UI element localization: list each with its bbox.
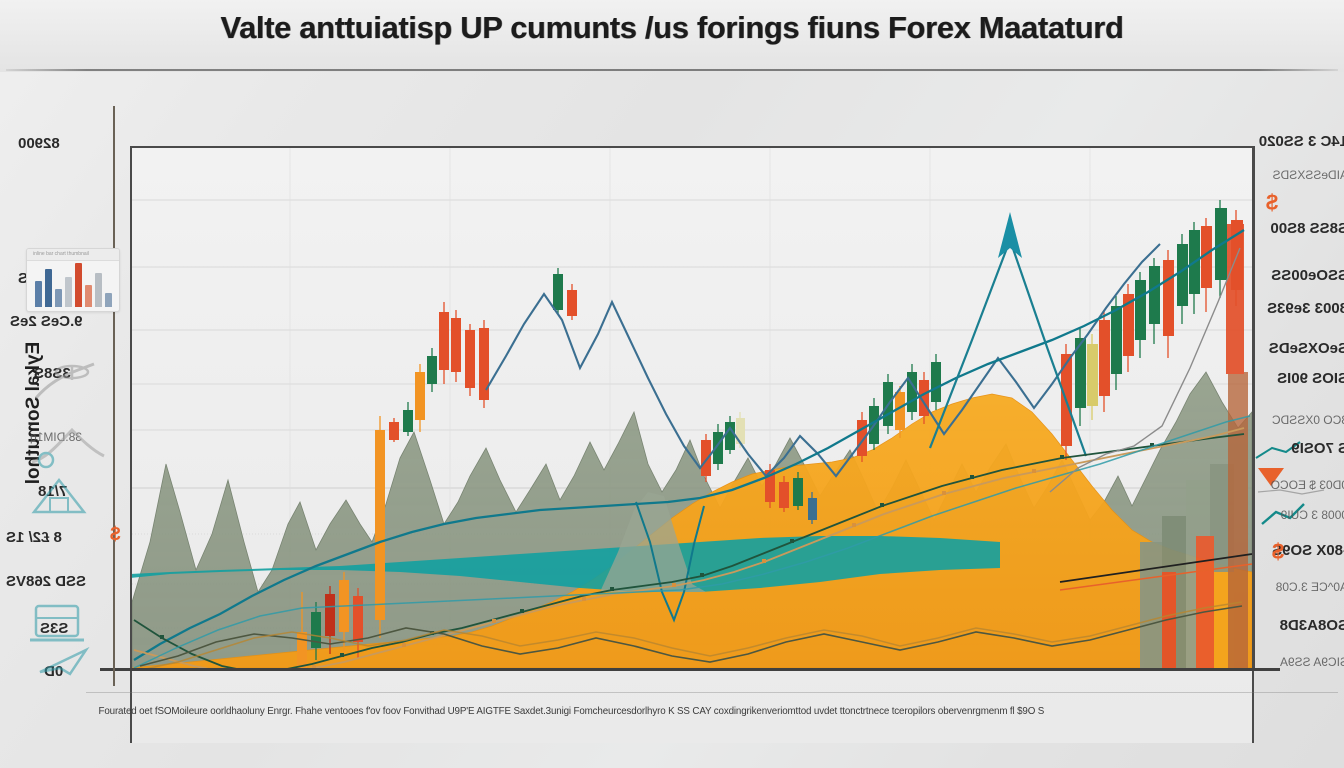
thumbnail-bar [65, 277, 72, 307]
y-tick-right-0: 14C 3 SS020 [1258, 133, 1344, 150]
y-axis-left-spine [113, 106, 115, 686]
line-gray-connector [1049, 247, 1241, 493]
chart-container: Eykal Somuthol 82900 1TeS63S 9.CeS 2eS 3… [0, 72, 1344, 743]
y-tick-left-2: 9.CeS 2eS [10, 313, 83, 330]
line-olive-baseline-a [139, 605, 1243, 667]
y-tick-right-3: SSOe00SS [1271, 267, 1344, 284]
line-dark-green [133, 433, 1245, 668]
volume-bars [1140, 224, 1248, 668]
title-divider [6, 69, 1338, 71]
chart-canvas [130, 148, 1325, 668]
figure-caption: Fourated oet fSOMoileure oorldhaoluny En… [98, 706, 1045, 717]
sparkline-gray-right [1257, 489, 1325, 495]
y-tick-right-2: S8SS 8S00 [1270, 220, 1344, 237]
marker-down-triangle [1258, 468, 1284, 486]
thumbnail-bar [105, 293, 112, 307]
thumbnail-bar [35, 281, 42, 307]
y-tick-right-4: 8003 3e93S [1267, 300, 1344, 317]
right-marker-dollar-2: $ [1272, 539, 1285, 564]
plot-border-top [130, 146, 1254, 148]
y-tick-right-14: SIC9A SS9A [1279, 655, 1344, 669]
y-tick-right-9: 0D03 $ EOCO [1270, 478, 1344, 492]
line-steel-blue [485, 243, 1161, 478]
markers-dark-green [160, 443, 1154, 657]
area-light-mountain [600, 492, 706, 592]
document-stack-icon [30, 604, 84, 642]
left-marker-dollar-1: $ [110, 524, 121, 545]
y-tick-right-10: 0008 3 CUI9 [1280, 508, 1344, 522]
y-tick-right-5: SeOXSeDS [1268, 340, 1344, 357]
thumbnail-bar [75, 263, 82, 307]
thumbnail-bar [85, 285, 92, 307]
sparkline-teal-right [1261, 503, 1305, 525]
thumbnail-bar [45, 269, 52, 307]
line-teal-dip [635, 501, 705, 623]
area-teal-wedge [130, 536, 1000, 592]
y-tick-right-8: S 7OSI9 [1291, 440, 1344, 457]
triangle-home-icon [31, 477, 87, 514]
sparkline-teal-right-2 [1255, 441, 1301, 459]
thumbnail-bar [55, 289, 62, 307]
annotation-up-arrow-teal [928, 212, 1088, 457]
thumbnail-bar [95, 273, 102, 307]
y-tick-right-7: 3CO 0XSSDC [1271, 413, 1344, 427]
line-teal-secondary [133, 415, 1251, 668]
y-tick-left-0: 82900 [18, 135, 60, 152]
y-tick-right-13: SO8A3D8 [1279, 617, 1344, 634]
line-orange-support [1059, 563, 1253, 591]
y-axis-right-spine [1253, 146, 1255, 668]
abstract-sketch-icon-1 [34, 362, 95, 399]
y-tick-left-6: 8 £2/ 1S [6, 529, 62, 546]
bar-chart-thumbnail-icon: inline bar chart thumbnail [26, 248, 120, 312]
right-marker-dollar-1: $ [1266, 190, 1279, 215]
markers-tan [312, 469, 1036, 668]
thumbnail-header-label: inline bar chart thumbnail [33, 251, 89, 257]
line-teal-trend [133, 229, 1245, 661]
y-tick-right-11: -80X SO9S [1272, 542, 1344, 559]
y-tick-left-7: SSD 268VS [6, 573, 87, 590]
y-tick-right-1: AIDeSSXSDS [1272, 168, 1344, 182]
y-tick-right-12: A0^CE 3.C08 [1275, 580, 1344, 594]
line-olive-baseline-b [145, 601, 1243, 668]
line-tan [133, 427, 1245, 668]
x-axis-line [100, 668, 1280, 671]
y-tick-right-6: SIOS 90IS [1277, 370, 1344, 387]
area-orange-band [131, 393, 1253, 668]
title-band: Valte anttuiatisp UP cumunts /us forings… [0, 0, 1344, 72]
thumbnail-header: inline bar chart thumbnail [27, 249, 119, 261]
plot-border-left [130, 146, 132, 743]
abstract-sketch-icon-2 [31, 427, 105, 469]
page-title: Valte anttuiatisp UP cumunts /us forings… [220, 10, 1124, 45]
airplane-icon [39, 646, 90, 676]
line-black-support [1059, 553, 1253, 583]
caption-divider [86, 692, 1338, 693]
